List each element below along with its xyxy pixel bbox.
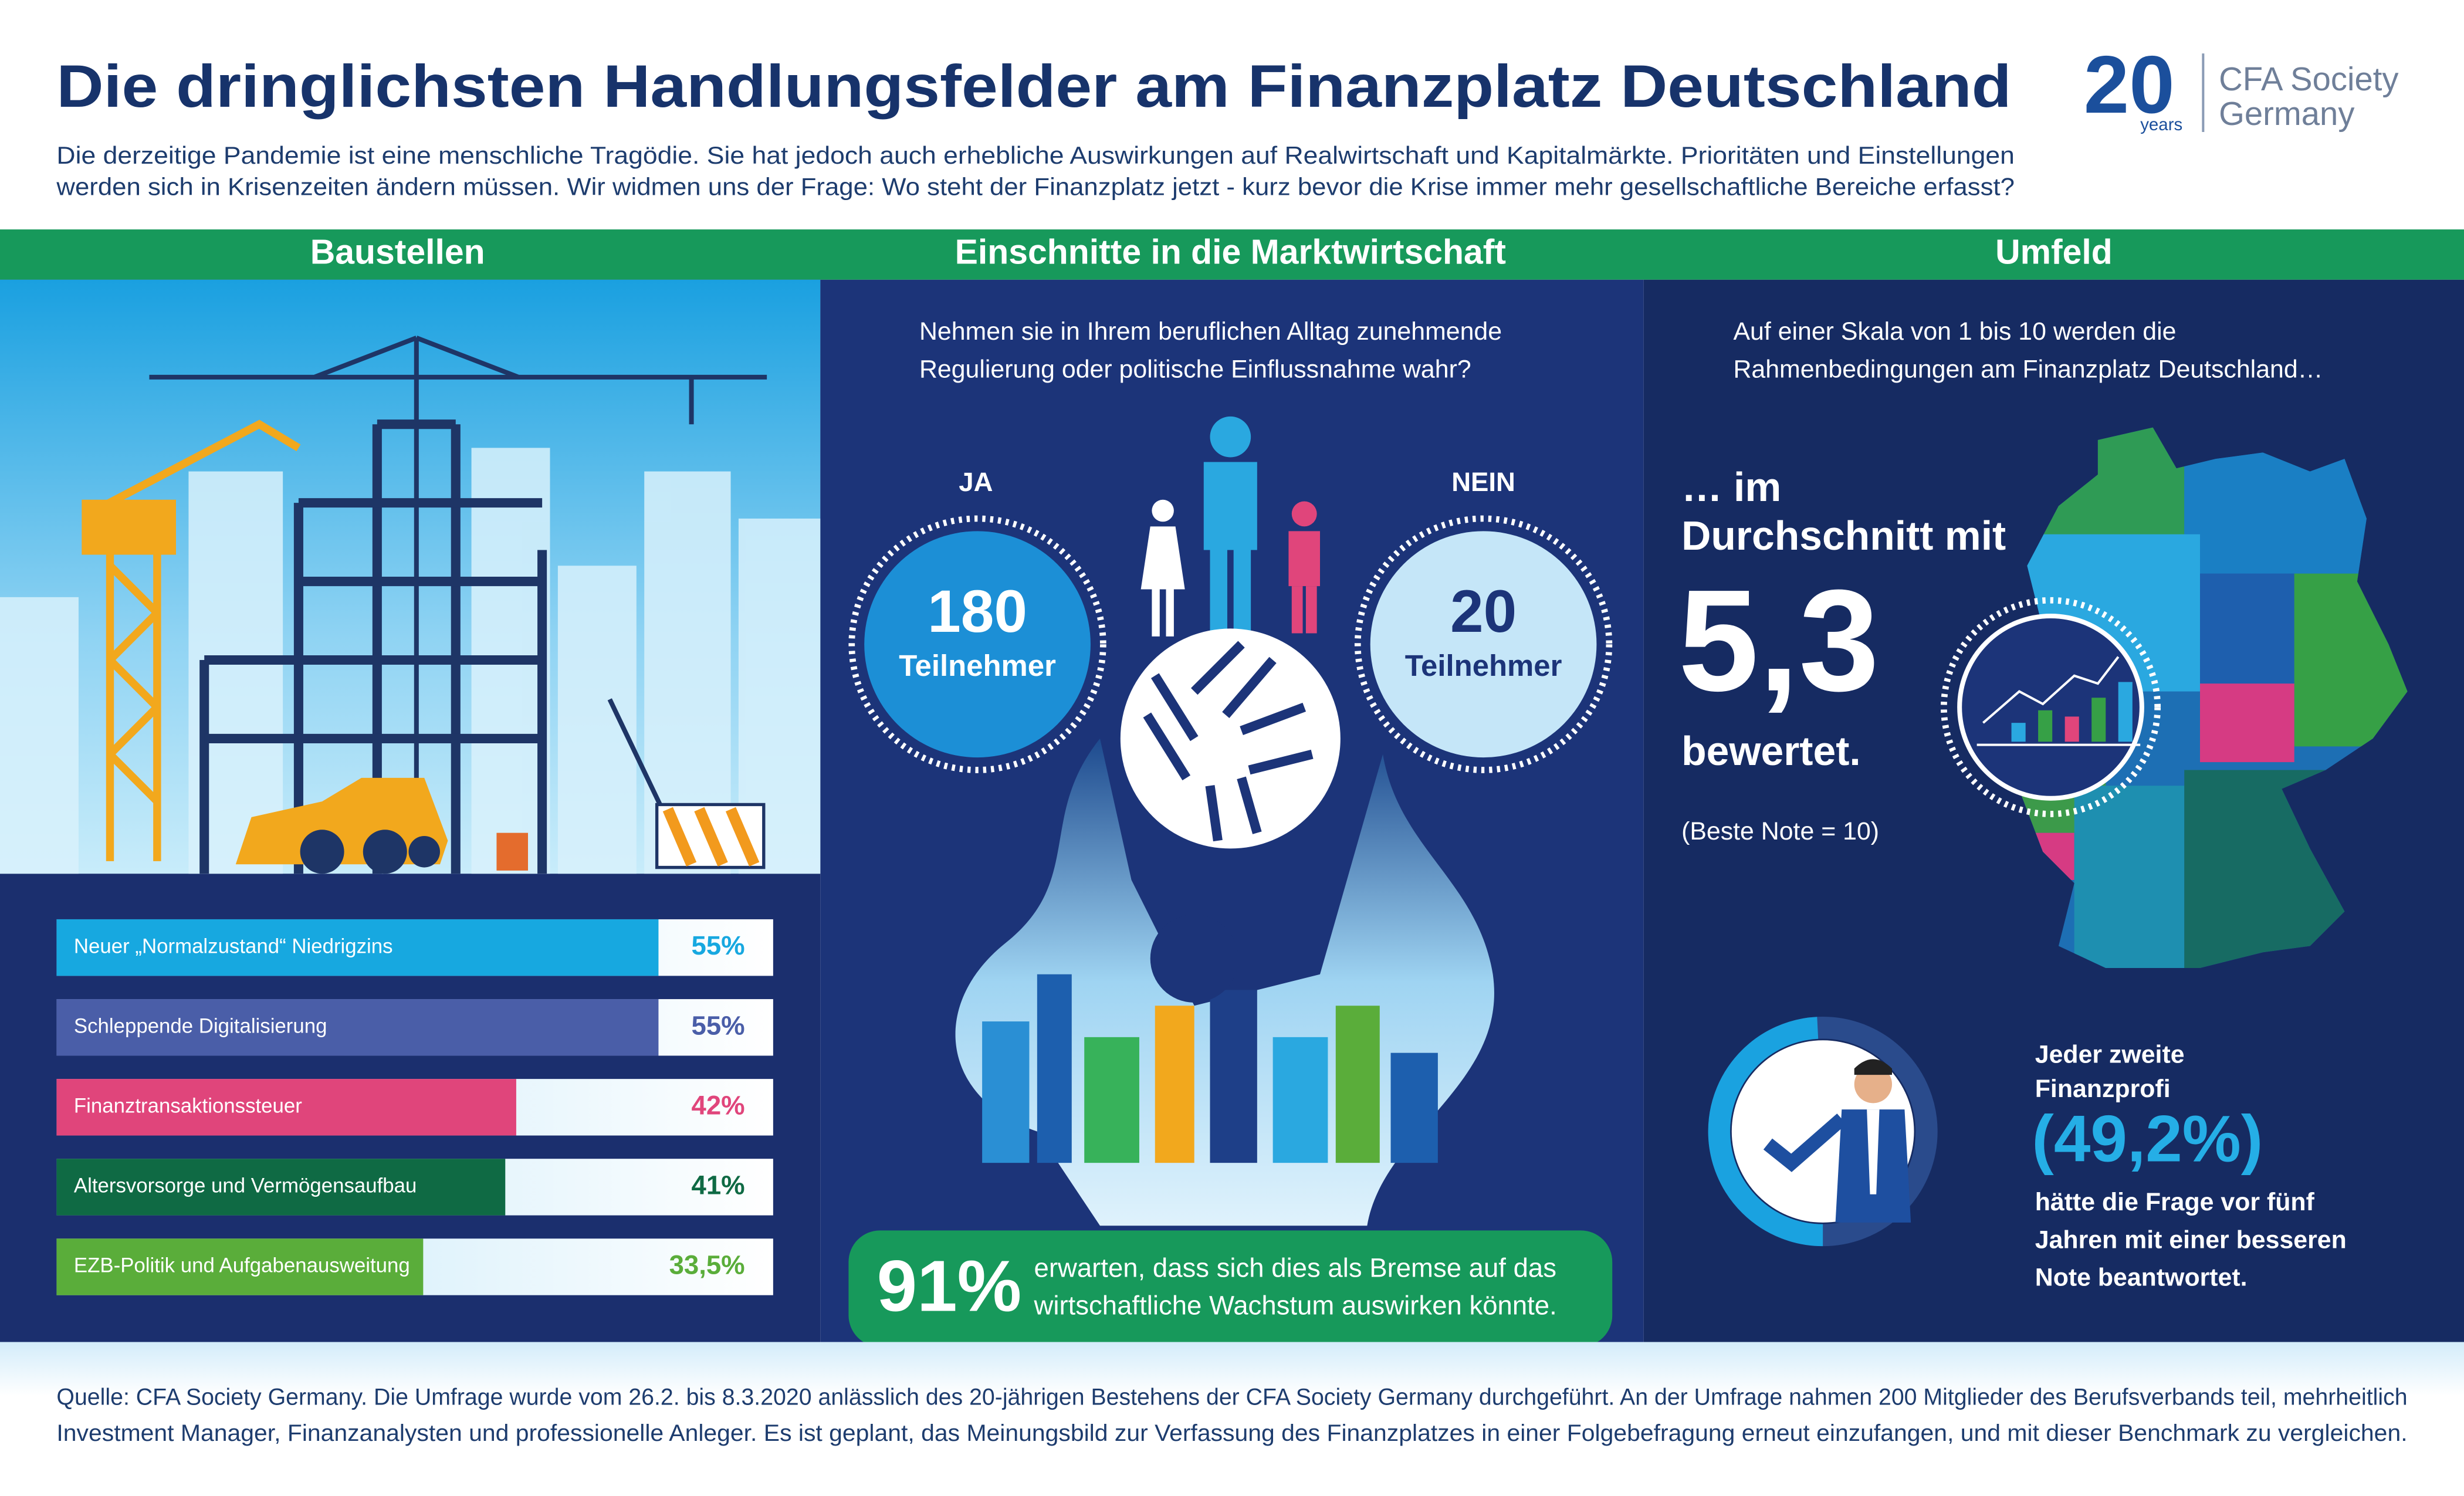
bar xyxy=(56,1079,516,1136)
bar-value: 55% xyxy=(692,930,745,960)
logo-org: CFA Society xyxy=(2219,60,2399,97)
section-heading: Einschnitte in die Marktwirtschaft xyxy=(955,233,1506,271)
answer-value: 180 xyxy=(928,578,1027,645)
businessman xyxy=(1763,1059,1911,1223)
bar xyxy=(56,1159,506,1216)
bar-label: Schleppende Digitalisierung xyxy=(74,1014,327,1037)
highlight-value: 91% xyxy=(877,1245,1022,1326)
question-line: Nehmen sie in Ihrem beruflichen Alltag z… xyxy=(919,317,1502,346)
answer-label: NEIN xyxy=(1451,467,1515,497)
umfeld-intro: Auf einer Skala von 1 bis 10 werden die xyxy=(1733,317,2176,346)
title: Die dringlichsten Handlungsfelder am Fin… xyxy=(56,53,2011,120)
average-note: (Beste Note = 10) xyxy=(1681,817,1879,845)
logo-number: 20 xyxy=(2084,39,2175,130)
average-prefix: Durchschnitt mit xyxy=(1681,513,2006,559)
profi-text: Note beantwortet. xyxy=(2035,1264,2248,1292)
section-band xyxy=(0,229,2464,280)
highlight-box xyxy=(848,1230,1613,1347)
profi-text: Jahren mit einer besseren xyxy=(2035,1226,2347,1254)
answer-unit: Teilnehmer xyxy=(1405,649,1562,682)
average-suffix: bewertet. xyxy=(1681,728,1861,774)
profi-text: Jeder zweite xyxy=(2035,1040,2185,1068)
bar-value: 42% xyxy=(692,1090,745,1120)
bar-label: Neuer „Normalzustand“ Niedrigzins xyxy=(74,935,393,957)
bar-value: 41% xyxy=(692,1170,745,1200)
question-line: Regulierung oder politische Einflussnahm… xyxy=(919,355,1471,383)
ring-arc xyxy=(1708,1017,1823,1247)
logo: 20 years CFA Society Germany xyxy=(2084,39,2399,134)
answer-circle xyxy=(864,531,1091,758)
answer-unit: Teilnehmer xyxy=(899,649,1056,682)
average-prefix: … im xyxy=(1681,464,1781,510)
footer-line: Investment Manager, Finanzanalysten und … xyxy=(56,1420,2407,1446)
bar xyxy=(56,999,659,1056)
logo-years: years xyxy=(2140,115,2182,134)
footer-line: Quelle: CFA Society Germany. Die Umfrage… xyxy=(56,1384,2407,1410)
highlight-text: wirtschaftliche Wachstum auswirken könnt… xyxy=(1034,1291,1557,1321)
section-heading: Baustellen xyxy=(310,233,485,271)
profi-text: hätte die Frage vor fünf xyxy=(2035,1188,2315,1216)
chart-icon xyxy=(1957,613,2144,801)
chart-icon-ring xyxy=(1941,597,2161,817)
footer-bg xyxy=(0,1342,2464,1496)
bar xyxy=(56,1238,424,1295)
construction-illustration xyxy=(0,279,821,874)
bar xyxy=(56,919,659,976)
bar-label: Finanztransaktionssteuer xyxy=(74,1095,302,1118)
answer-circle xyxy=(1370,531,1597,758)
logo-org: Germany xyxy=(2219,95,2355,132)
bar-label: Altersvorsorge und Vermögensaufbau xyxy=(74,1175,417,1197)
chart-icon-bars xyxy=(1976,656,2141,746)
bar-list: Neuer „Normalzustand“ Niedrigzins 55% Schl… xyxy=(56,919,773,1295)
profi-text: Finanzprofi xyxy=(2035,1075,2171,1103)
bar-label: EZB-Politik und Aufgabenausweitung xyxy=(74,1254,410,1277)
highlight-text: erwarten, dass sich dies als Bremse auf … xyxy=(1034,1253,1557,1282)
answer-label: JA xyxy=(959,467,993,497)
profi-value: (49,2%) xyxy=(2032,1102,2263,1176)
umfeld-intro: Rahmenbedingungen am Finanzplatz Deutsch… xyxy=(1733,355,2323,383)
intro-line: werden sich in Krisenzeiten ändern müsse… xyxy=(56,172,2015,200)
intro-line: Die derzeitige Pandemie ist eine menschl… xyxy=(56,141,2015,169)
middle-illustration xyxy=(955,416,1494,1226)
section-heading: Umfeld xyxy=(1995,233,2113,271)
average-value: 5,3 xyxy=(1678,560,1880,722)
bar-value: 33,5% xyxy=(669,1250,745,1280)
bar-value: 55% xyxy=(692,1010,745,1040)
answer-value: 20 xyxy=(1450,578,1517,645)
header-bg xyxy=(0,0,2464,230)
